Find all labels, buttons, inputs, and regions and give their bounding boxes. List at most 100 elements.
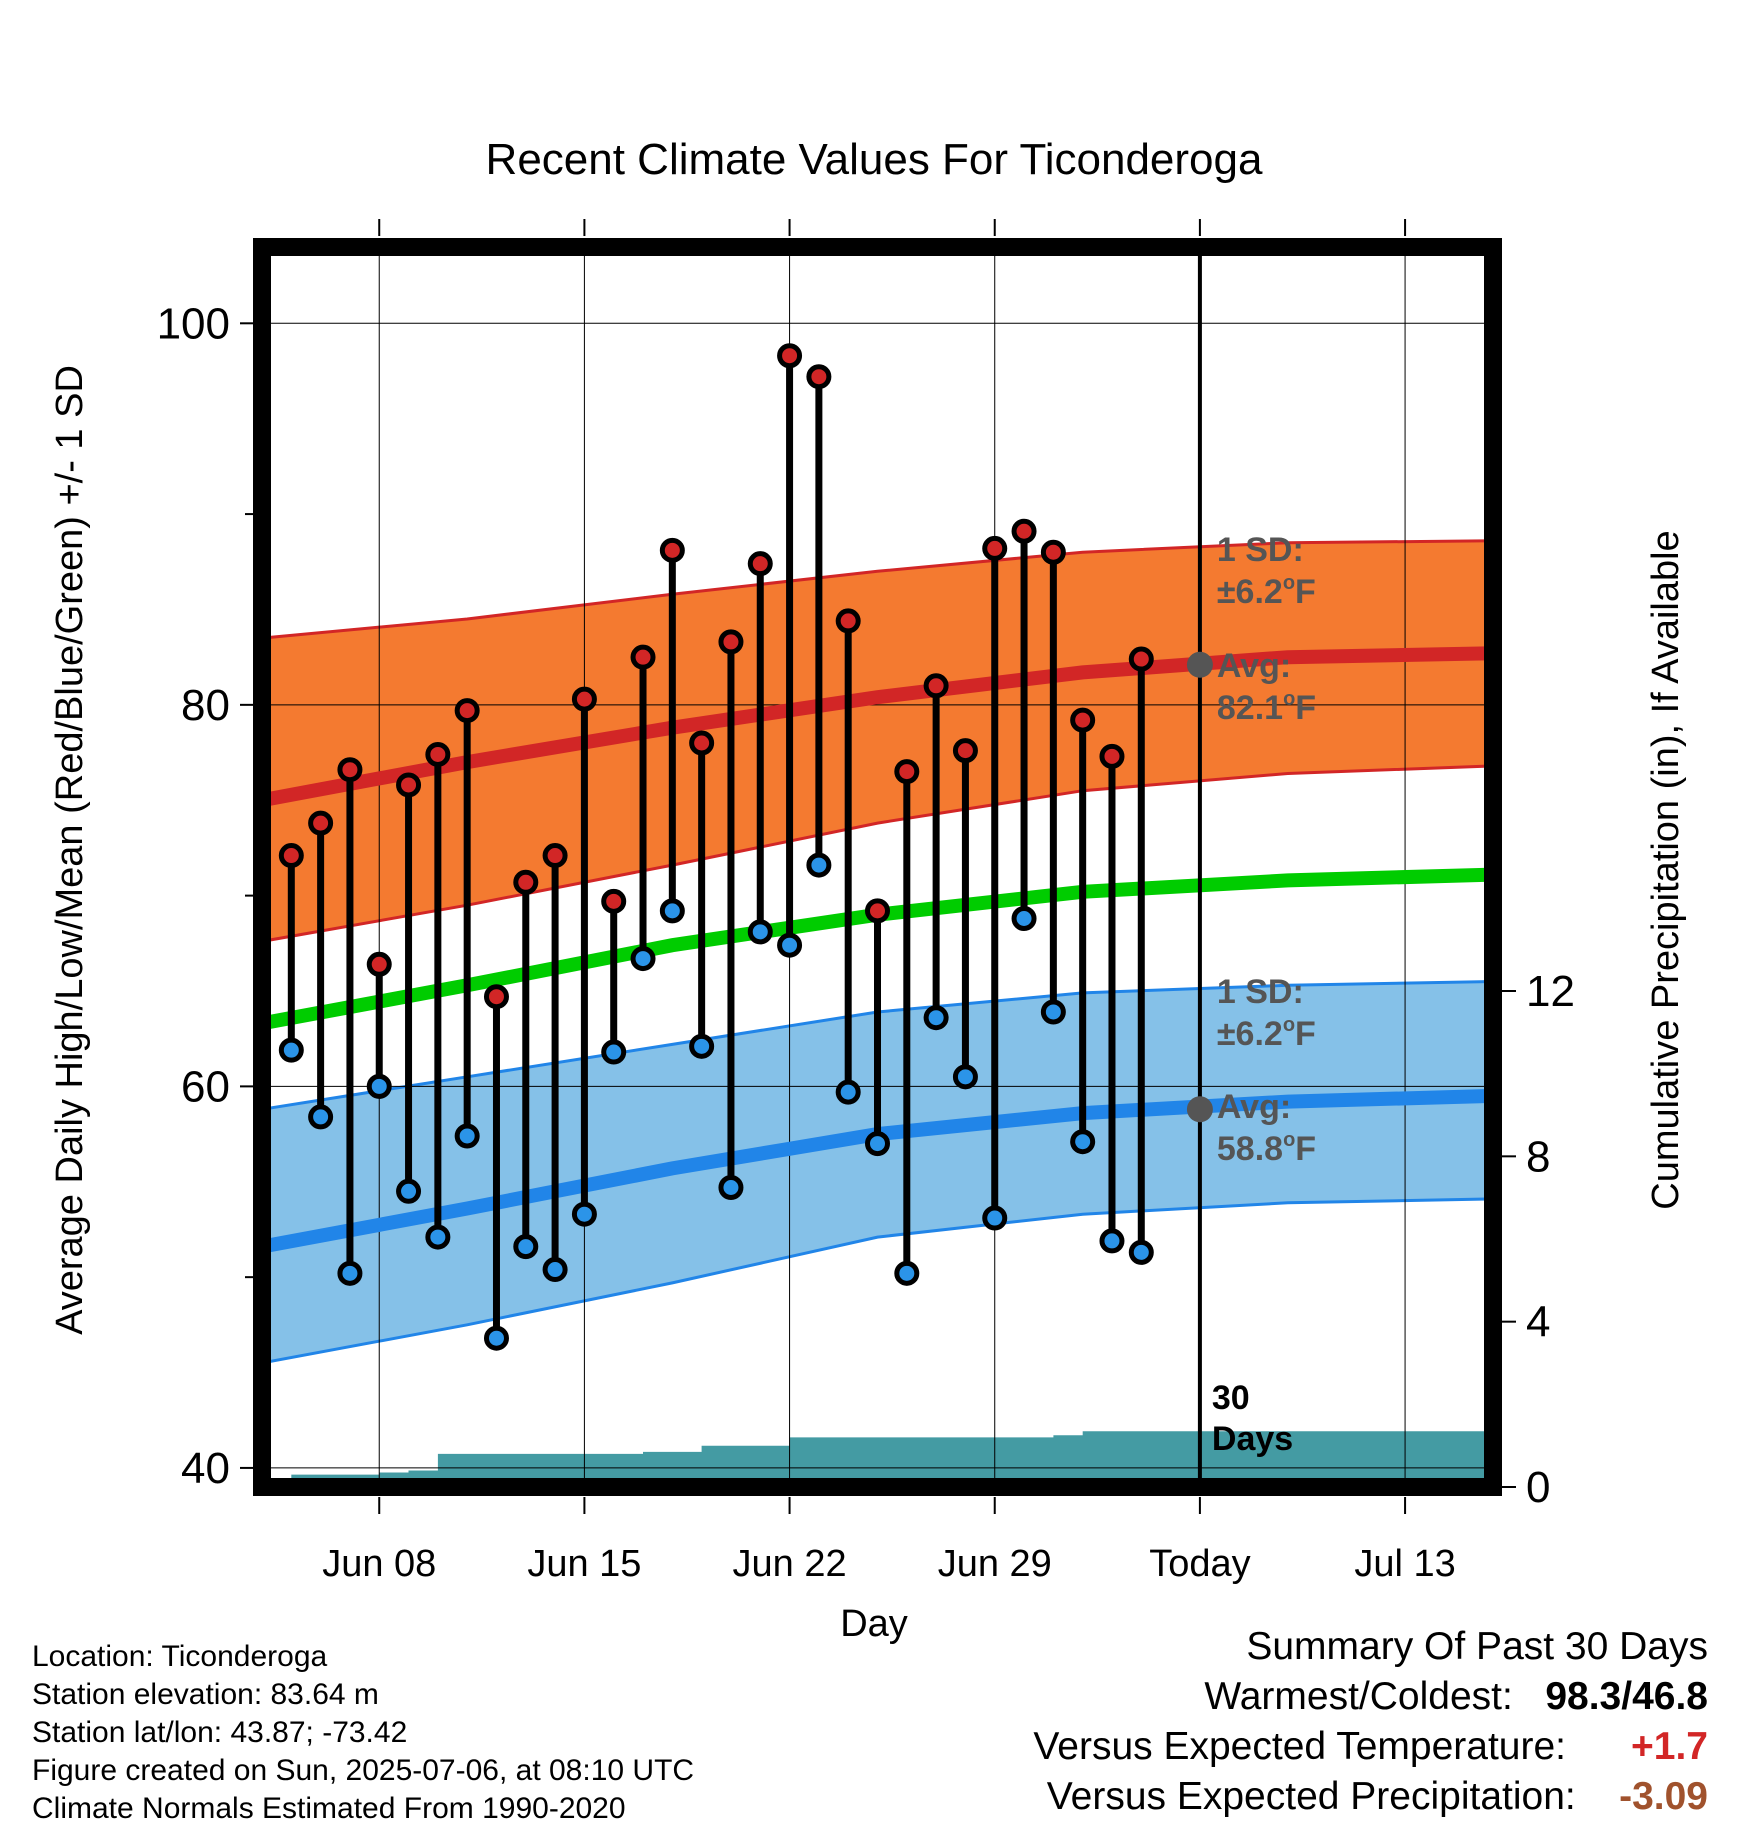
today-low-marker: [1186, 1096, 1213, 1123]
low-sd-value: ±6.2oF: [1217, 1014, 1316, 1053]
y2-tick-label-8: 8: [1526, 1132, 1550, 1181]
station-info: Location: Ticonderoga Station elevation:…: [32, 1638, 694, 1828]
high-point-2025-06-23: [806, 364, 832, 390]
low-point-2025-06-27: [923, 1005, 949, 1031]
precip-label: Versus Expected Precipitation:: [1046, 1775, 1576, 1818]
high-point-2025-06-13: [513, 869, 539, 895]
y2-tick-label-12: 12: [1526, 967, 1575, 1016]
low-point-2025-06-09: [396, 1178, 422, 1204]
y-tick-label-40: 40: [181, 1444, 230, 1493]
low-point-2025-06-12: [483, 1325, 509, 1351]
high-point-2025-06-24: [835, 608, 861, 634]
low-point-2025-06-21: [747, 919, 773, 945]
days-label-line1: 30: [1212, 1379, 1250, 1417]
high-point-2025-06-30: [1011, 518, 1037, 544]
y2-tick-label-4: 4: [1526, 1298, 1550, 1347]
low-point-2025-06-25: [865, 1131, 890, 1157]
low-point-2025-06-16: [601, 1039, 627, 1065]
high-point-2025-06-08: [366, 951, 392, 977]
slash: /: [1621, 1675, 1633, 1718]
low-point-2025-06-15: [571, 1201, 597, 1227]
low-avg-value: 58.8oF: [1217, 1129, 1316, 1168]
x-tick-label-jun-22: Jun 22: [733, 1543, 847, 1585]
y-axis-label: Average Daily High/Low/Mean (Red/Blue/Gr…: [49, 365, 91, 1335]
high-sd-value: ±6.2oF: [1217, 572, 1316, 611]
high-point-2025-07-01: [1040, 539, 1066, 565]
low-point-2025-06-20: [718, 1174, 744, 1200]
low-point-2025-06-14: [542, 1257, 568, 1283]
low-point-2025-07-02: [1070, 1129, 1096, 1155]
low-point-2025-06-05: [278, 1037, 304, 1063]
daily-stems: [287, 355, 1145, 1339]
days-label-line2: Days: [1212, 1420, 1293, 1458]
low-sd-label: 1 SD:: [1217, 973, 1304, 1011]
high-point-2025-06-19: [689, 730, 715, 756]
precipitation-area: [262, 1431, 1493, 1487]
info-normals: Climate Normals Estimated From 1990-2020: [32, 1792, 626, 1825]
high-point-2025-06-15: [571, 686, 597, 712]
low-point-2025-07-03: [1099, 1228, 1125, 1254]
low-point-2025-06-29: [982, 1205, 1008, 1231]
chart-title: Recent Climate Values For Ticonderoga: [486, 135, 1263, 184]
low-point-2025-07-01: [1040, 999, 1066, 1025]
y2-axis-label: Cumulative Precipitation (in), If Availa…: [1645, 530, 1687, 1209]
low-point-2025-06-11: [454, 1123, 480, 1149]
high-point-2025-07-02: [1070, 707, 1096, 733]
low-point-2025-07-04: [1128, 1239, 1154, 1265]
daily-points: [278, 343, 1154, 1351]
high-point-2025-06-09: [396, 772, 422, 798]
high-point-2025-06-25: [865, 898, 890, 924]
y-tick-label-100: 100: [157, 299, 230, 348]
y-tick-label-80: 80: [181, 681, 230, 730]
low-point-2025-06-07: [337, 1260, 363, 1286]
y2-tick-label-0: 0: [1526, 1463, 1550, 1512]
high-point-2025-06-29: [982, 535, 1008, 561]
x-tick-label-jul-13: Jul 13: [1354, 1543, 1455, 1585]
high-sd-label: 1 SD:: [1217, 531, 1304, 569]
info-created: Figure created on Sun, 2025-07-06, at 08…: [32, 1754, 695, 1787]
x-axis-label: Day: [840, 1603, 908, 1645]
x-tick-label-jun-08: Jun 08: [322, 1543, 436, 1585]
x-tick-label-jun-15: Jun 15: [527, 1543, 641, 1585]
low-point-2025-06-06: [308, 1104, 334, 1130]
low-point-2025-06-28: [952, 1064, 978, 1090]
high-point-2025-07-03: [1099, 743, 1125, 769]
high-point-2025-06-06: [308, 810, 334, 836]
warmest-value: 98.3: [1545, 1675, 1622, 1718]
high-point-2025-06-10: [425, 741, 451, 767]
low-point-2025-06-18: [659, 898, 685, 924]
temp-value: +1.7: [1631, 1725, 1708, 1768]
low-point-2025-06-10: [425, 1224, 451, 1250]
precip-area: [262, 1431, 1493, 1487]
low-point-2025-06-19: [689, 1033, 715, 1059]
high-point-2025-06-17: [630, 644, 656, 670]
normal-bands: [260, 539, 1495, 1365]
coldest-value: 46.8: [1632, 1675, 1708, 1718]
y-tick-label-60: 60: [181, 1062, 230, 1111]
low-point-2025-06-13: [513, 1234, 539, 1260]
axes: 40 60 80 100 0 4 8 12 Jun 08 Jun 15 Jun 22 Jun 29 To…: [157, 219, 1575, 1585]
plot-frame: [253, 238, 1502, 1496]
high-point-2025-06-05: [278, 843, 304, 869]
high-avg-label: Avg:: [1217, 647, 1291, 685]
summary-panel: Summary Of Past 30 Days Warmest/Coldest:…: [1033, 1622, 1708, 1822]
summary-warm-cold: Warmest/Coldest: 98.3/46.8: [1033, 1672, 1708, 1722]
high-point-2025-06-12: [483, 984, 509, 1010]
high-point-2025-06-21: [747, 551, 773, 577]
high-point-2025-06-11: [454, 698, 480, 724]
low-avg-label: Avg:: [1217, 1088, 1291, 1126]
high-point-2025-06-26: [894, 759, 920, 785]
high-point-2025-06-22: [777, 343, 803, 369]
x-tick-label-jun-29: Jun 29: [938, 1543, 1052, 1585]
summary-precip: Versus Expected Precipitation: -3.09: [1033, 1772, 1708, 1822]
low-point-2025-06-24: [835, 1079, 861, 1105]
high-point-2025-06-16: [601, 888, 627, 914]
low-point-2025-06-22: [777, 932, 803, 958]
summary-title: Summary Of Past 30 Days: [1246, 1625, 1708, 1668]
summary-temp: Versus Expected Temperature: +1.7: [1033, 1722, 1708, 1772]
precip-value: -3.09: [1619, 1775, 1708, 1818]
low-point-2025-06-23: [806, 852, 832, 878]
info-elevation: Station elevation: 83.64 m: [32, 1678, 379, 1711]
low-point-2025-06-17: [630, 946, 656, 972]
